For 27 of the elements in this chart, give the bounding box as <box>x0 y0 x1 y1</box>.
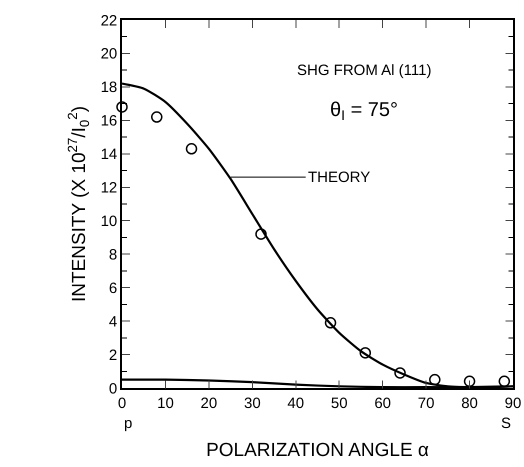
x-tick-label: 30 <box>244 394 261 412</box>
y-tick-label: 12 <box>100 180 118 197</box>
x-tick-label: 70 <box>418 394 434 412</box>
annotation: θ$_{I}$ = 75° <box>330 99 398 124</box>
text: S <box>501 415 512 432</box>
y-tick-label: 16 <box>100 112 118 130</box>
annotation: THEORY <box>308 169 370 186</box>
y-tick-label: 22 <box>100 12 118 30</box>
y-tick-label: 6 <box>108 280 118 297</box>
text: p <box>124 415 132 432</box>
x-tick-label: 50 <box>330 394 348 412</box>
y-tick-label: 2 <box>108 346 118 364</box>
y-tick-label: 10 <box>100 212 118 230</box>
x-axis-title: POLARIZATION ANGLE α <box>206 440 429 462</box>
x-tick-label: 90 <box>504 394 522 412</box>
y-tick-label: 18 <box>100 79 118 96</box>
y-tick-label: 0 <box>108 380 118 398</box>
x-tick-label: 20 <box>200 394 218 412</box>
y-tick-label: 14 <box>100 146 118 164</box>
x-tick-label: 80 <box>461 394 478 412</box>
y-tick-label: 8 <box>108 246 118 264</box>
x-tick-label: 10 <box>157 394 174 412</box>
y-tick-label: 4 <box>108 313 118 330</box>
x-tick-label: 60 <box>374 394 392 412</box>
annotation: SHG FROM Al (111) <box>297 62 432 79</box>
x-tick-label: 40 <box>287 394 304 412</box>
y-tick-label: 20 <box>100 46 118 63</box>
